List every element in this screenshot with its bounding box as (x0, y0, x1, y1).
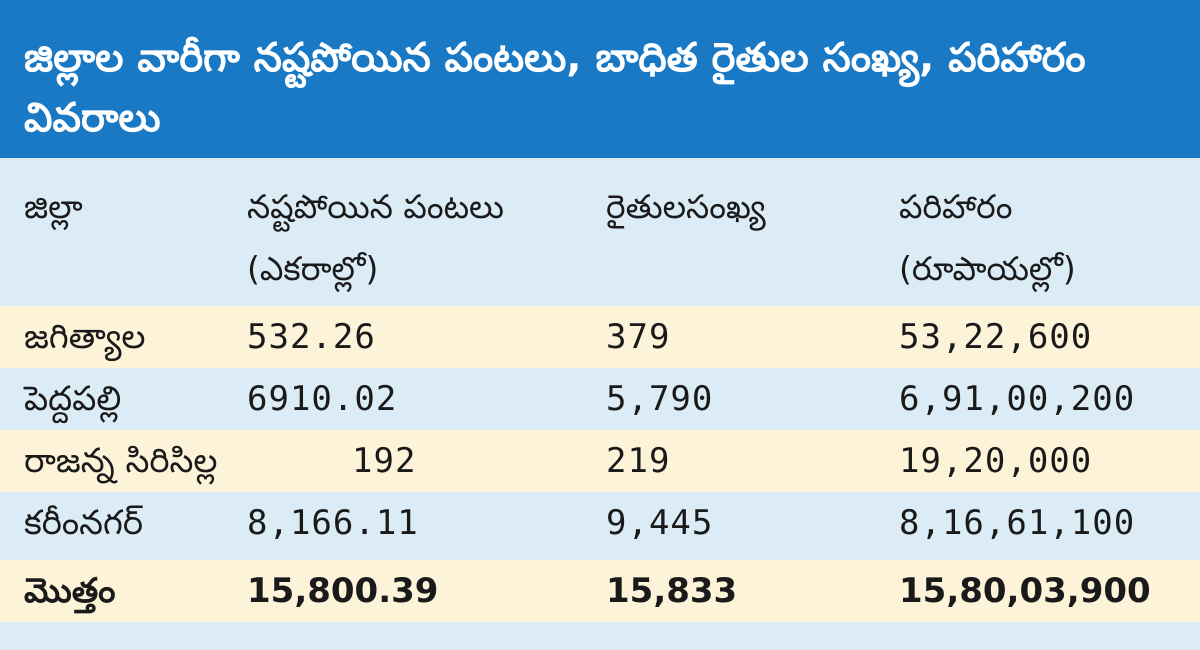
total-crops-lost: 15,800.39 (247, 571, 439, 611)
district-cell: జగిత్యాల (24, 317, 146, 357)
farmers-cell: 219 (606, 441, 671, 481)
total-farmers: 15,833 (606, 571, 738, 611)
table-row: కరీంనగర్ 8,166.11 9,445 8,16,61,100 (0, 492, 1200, 554)
bottom-strip (0, 622, 1200, 650)
total-label: మొత్తం (24, 571, 116, 611)
header-district: జిల్లా (24, 187, 83, 226)
district-cell: పెద్దపల్లి (24, 379, 122, 419)
header-compensation: పరిహారం (రూపాయల్లో) (899, 176, 1076, 300)
table-row: జగిత్యాల 532.26 379 53,22,600 (0, 306, 1200, 368)
header-crops-lost-unit: (ఎకరాల్లో) (247, 249, 379, 288)
header-row: జిల్లా నష్టపోయిన పంటలు (ఎకరాల్లో) రైతులస… (0, 158, 1200, 306)
crops-lost-cell: 532.26 (247, 317, 376, 357)
farmers-cell: 379 (606, 317, 671, 357)
compensation-cell: 8,16,61,100 (899, 503, 1136, 543)
header-compensation-label: పరిహారం (899, 187, 1013, 226)
compensation-cell: 53,22,600 (899, 317, 1093, 357)
total-row: మొత్తం 15,800.39 15,833 15,80,03,900 (0, 560, 1200, 622)
header-compensation-unit: (రూపాయల్లో) (899, 249, 1076, 288)
district-cell: కరీంనగర్ (24, 503, 143, 543)
header-crops-lost: నష్టపోయిన పంటలు (ఎకరాల్లో) (247, 176, 504, 300)
header-crops-lost-label: నష్టపోయిన పంటలు (247, 187, 504, 226)
table-row: రాజన్న సిరిసిల్ల 192 219 19,20,000 (0, 430, 1200, 492)
compensation-cell: 6,91,00,200 (899, 379, 1136, 419)
crops-lost-cell: 6910.02 (247, 379, 398, 419)
farmers-cell: 9,445 (606, 503, 714, 543)
district-cell: రాజన్న సిరిసిల్ల (24, 441, 218, 481)
crops-lost-cell: 192 (352, 441, 417, 481)
crops-lost-cell: 8,166.11 (247, 503, 419, 543)
table-row: పెద్దపల్లి 6910.02 5,790 6,91,00,200 (0, 368, 1200, 430)
total-compensation: 15,80,03,900 (899, 571, 1151, 611)
farmers-cell: 5,790 (606, 379, 714, 419)
table-title: జిల్లాల వారీగా నష్టపోయిన పంటలు, బాధిత రై… (24, 35, 1086, 141)
compensation-cell: 19,20,000 (899, 441, 1093, 481)
header-farmers: రైతులసంఖ్య (606, 187, 766, 226)
title-bar: జిల్లాల వారీగా నష్టపోయిన పంటలు, బాధిత రై… (0, 0, 1200, 158)
